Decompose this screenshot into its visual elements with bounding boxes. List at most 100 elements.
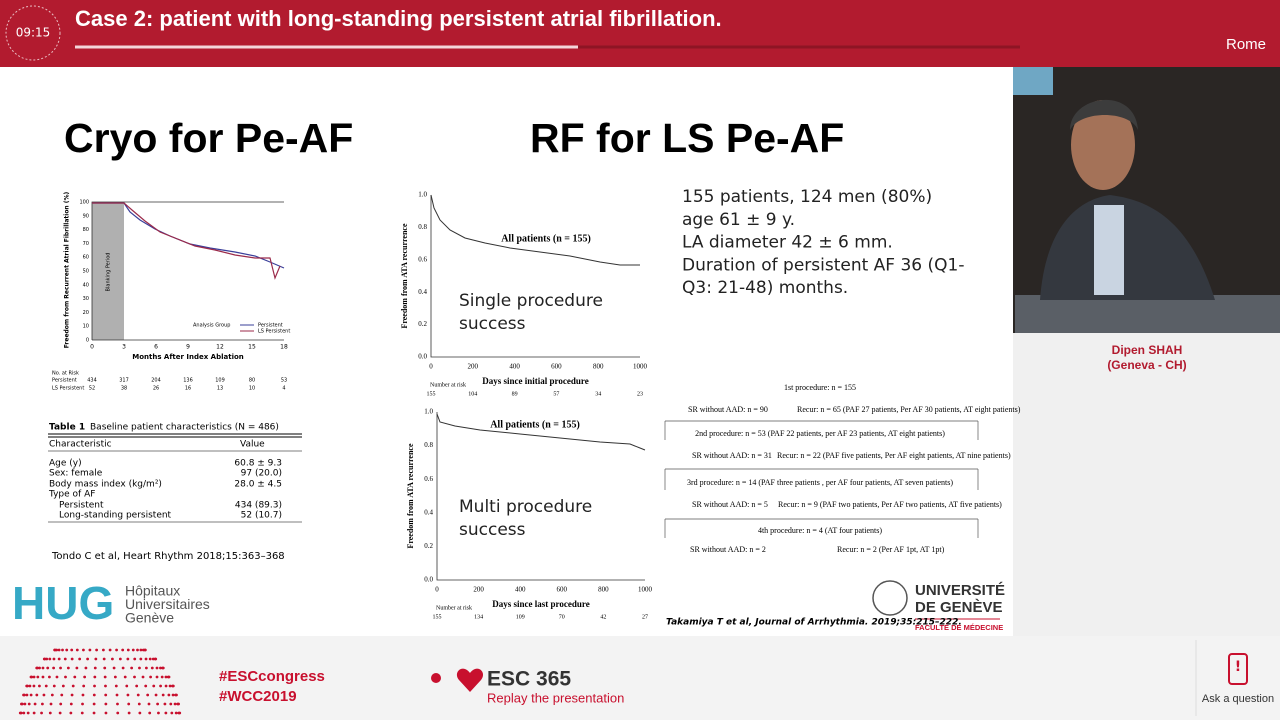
x-tick-label: 200 xyxy=(468,363,479,371)
x-tick-label: 400 xyxy=(515,586,526,594)
x-tick-label: 0 xyxy=(435,586,439,594)
sphere-dot xyxy=(126,657,130,661)
risk-value: 89 xyxy=(512,391,518,397)
sphere-dot xyxy=(61,684,65,688)
ask-button[interactable]: Ask a question xyxy=(1202,693,1274,705)
ask-icon[interactable] xyxy=(1228,653,1248,685)
legend-title: Analysis Group xyxy=(193,323,230,329)
sphere-dot xyxy=(137,702,141,706)
sphere-dot xyxy=(41,702,44,706)
header-bar xyxy=(0,0,1280,67)
risk-value: 317 xyxy=(119,378,129,384)
risk-value: 42 xyxy=(600,614,606,620)
sphere-dot xyxy=(164,711,168,715)
bullet-text: LA diameter 42 ± 6 mm. xyxy=(682,233,893,253)
sphere-dot xyxy=(144,684,148,688)
sphere-dot xyxy=(160,675,164,679)
risk-value: 13 xyxy=(217,386,223,392)
y-tick-label: 50 xyxy=(83,269,89,275)
risk-value: 52 xyxy=(89,386,95,392)
y-tick-label: 0.8 xyxy=(424,441,433,449)
sphere-dot xyxy=(150,666,154,670)
sphere-dot xyxy=(103,675,107,679)
table-cell: Sex: female xyxy=(49,469,103,479)
y-tick-label: 60 xyxy=(83,255,89,261)
sphere-dot xyxy=(64,675,67,679)
sphere-dot xyxy=(84,666,88,670)
speaker-affiliation: (Geneva - CH) xyxy=(1107,358,1186,372)
sphere-dot xyxy=(81,693,85,697)
sphere-dot xyxy=(149,675,152,679)
flow-step: 2nd procedure: n = 53 (PAF 22 patients, … xyxy=(695,429,945,438)
sphere-dot xyxy=(171,693,175,697)
sphere-dot xyxy=(23,702,27,706)
flow-step: 1st procedure: n = 155 xyxy=(784,383,856,392)
sphere-dot xyxy=(60,693,64,697)
clock-ring xyxy=(5,5,61,61)
sphere-dot xyxy=(65,648,69,652)
x-tick-label: 1000 xyxy=(638,586,653,594)
sphere-dot xyxy=(144,657,148,661)
sphere-dot xyxy=(52,684,56,688)
sphere-dot xyxy=(131,648,135,652)
sphere-dot xyxy=(113,675,117,679)
flow-sr: SR without AAD: n = 90 xyxy=(688,405,768,414)
sphere-dot xyxy=(82,648,85,652)
sphere-dot xyxy=(73,675,77,679)
risk-value: 27 xyxy=(642,614,648,620)
sphere-dot xyxy=(159,684,162,688)
x-axis-label: Months After Index Ablation xyxy=(132,353,244,361)
reference: Takamiya T et al, Journal of Arrhythmia.… xyxy=(666,618,962,628)
sphere-dot xyxy=(40,711,43,715)
flowchart-lines xyxy=(664,420,979,538)
sphere-dot xyxy=(25,693,29,697)
sphere-dot xyxy=(175,693,178,697)
sphere-dot xyxy=(152,684,156,688)
risk-value: 16 xyxy=(185,386,191,392)
table-cell: 60.8 ± 9.3 xyxy=(234,459,282,469)
sphere-dot xyxy=(156,702,159,706)
sphere-dot xyxy=(115,648,118,652)
x-tick-label: 6 xyxy=(154,344,158,351)
y-tick-label: 100 xyxy=(79,200,89,206)
video-speaker-body xyxy=(1040,195,1215,300)
flow-sr: SR without AAD: n = 5 xyxy=(692,500,768,509)
sphere-dot xyxy=(95,648,99,652)
sphere-dot xyxy=(69,702,73,706)
sphere-dot xyxy=(71,684,75,688)
overlay-text: Multi procedure xyxy=(459,497,592,517)
risk-title: No. at Risk xyxy=(52,371,79,377)
sphere-dot xyxy=(133,657,137,661)
sphere-dot xyxy=(173,702,177,706)
sphere-dot xyxy=(82,684,86,688)
risk-value: 23 xyxy=(637,391,643,397)
sphere-dot xyxy=(86,657,90,661)
sphere-dot xyxy=(38,666,41,670)
risk-value: 10 xyxy=(249,386,255,392)
sphere-dot xyxy=(35,693,39,697)
sphere-dot xyxy=(36,666,39,670)
bullet-text: Duration of persistent AF 36 (Q1- xyxy=(682,255,964,275)
replay-link[interactable]: Replay the presentation xyxy=(487,690,624,705)
risk-value: 38 xyxy=(121,386,127,392)
x-axis-label: Days since initial procedure xyxy=(482,376,588,386)
overlay-text: Single procedure xyxy=(459,291,603,311)
sphere-dot xyxy=(164,675,168,679)
cryo-curve-ls xyxy=(92,202,281,280)
esc-brand[interactable]: ESC 365 xyxy=(487,668,571,691)
risk-value: 104 xyxy=(468,391,477,397)
video-lectern xyxy=(1015,295,1280,333)
sphere-dot xyxy=(58,711,62,715)
y-tick-label: 30 xyxy=(83,296,89,302)
sphere-dot xyxy=(127,711,131,715)
sphere-dot xyxy=(143,648,147,652)
sphere-dot xyxy=(83,675,87,679)
risk-value: 53 xyxy=(281,378,287,384)
y-tick-label: 90 xyxy=(83,213,89,219)
flow-recur: Recur: n = 22 (PAF five patients, Per AF… xyxy=(777,451,1011,460)
ask-icon-mark[interactable]: ! xyxy=(1235,659,1241,675)
sphere-dot xyxy=(32,675,36,679)
sphere-dot xyxy=(30,675,34,679)
sphere-dot xyxy=(123,675,127,679)
